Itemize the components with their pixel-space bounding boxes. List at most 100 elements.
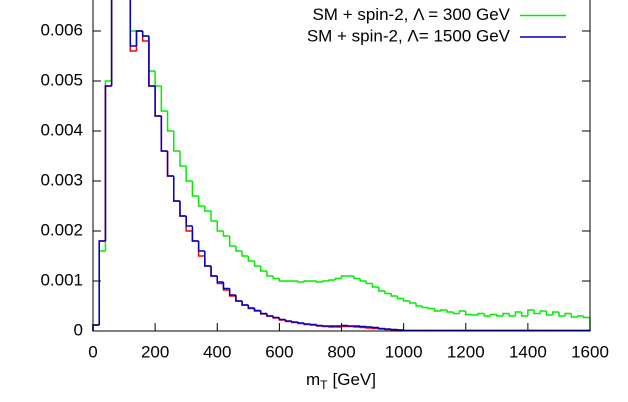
histogram-step xyxy=(179,201,187,217)
histogram-step xyxy=(409,301,417,304)
histogram-step xyxy=(365,326,373,328)
histogram-step xyxy=(477,312,485,315)
histogram-step xyxy=(247,256,255,262)
histogram-step xyxy=(228,236,236,247)
histogram-step xyxy=(564,312,572,316)
histogram-step xyxy=(315,281,323,283)
histogram-step xyxy=(371,326,379,329)
histogram-step xyxy=(185,216,193,227)
legend-label: SM + spin-2, Λ = 300 GeV xyxy=(312,5,510,24)
histogram-step xyxy=(322,280,330,282)
x-axis-label: mT [GeV] xyxy=(306,370,376,392)
histogram-step xyxy=(266,313,274,317)
histogram-step xyxy=(378,327,385,330)
histogram-step xyxy=(297,322,305,324)
histogram-step xyxy=(173,131,180,152)
histogram-step xyxy=(160,116,168,152)
histogram-step xyxy=(110,0,113,86)
histogram-step xyxy=(402,298,410,302)
histogram-step xyxy=(197,241,205,252)
y-tick-label: 0.001 xyxy=(40,270,83,289)
histogram-step xyxy=(514,311,522,316)
histogram-step xyxy=(440,309,448,311)
histogram-step xyxy=(496,314,504,317)
histogram-step xyxy=(222,282,230,290)
histogram-step xyxy=(539,310,547,314)
histogram-step xyxy=(129,0,137,47)
histogram-step xyxy=(396,296,404,300)
histogram-step xyxy=(402,329,410,332)
histogram-step xyxy=(235,295,243,302)
histogram-step xyxy=(533,310,541,315)
histogram-step xyxy=(259,266,267,272)
histogram-step xyxy=(545,311,553,316)
histogram-step xyxy=(216,221,224,232)
histogram-step xyxy=(173,176,180,202)
x-tick-label: 400 xyxy=(203,342,231,361)
histogram-step xyxy=(191,226,199,242)
histogram-step xyxy=(166,151,174,177)
histogram-step xyxy=(266,271,274,277)
x-tick-label: 600 xyxy=(265,342,293,361)
y-tick-label: 0 xyxy=(74,320,83,339)
histogram-step xyxy=(520,312,528,317)
histogram-step xyxy=(527,309,535,316)
histogram-step xyxy=(241,251,249,257)
histogram-step xyxy=(160,86,168,112)
histogram-step xyxy=(272,316,280,319)
histogram-step xyxy=(278,317,286,321)
histogram-step xyxy=(204,251,212,267)
histogram-step xyxy=(303,280,311,282)
histogram-step xyxy=(396,329,404,331)
histogram-step xyxy=(154,86,162,117)
histogram-step xyxy=(390,293,398,297)
histogram-step xyxy=(272,276,280,280)
y-tick-label: 0.005 xyxy=(40,70,83,89)
histogram-step xyxy=(340,324,348,327)
legend-label: SM + spin-2, Λ= 1500 GeV xyxy=(307,26,511,45)
histogram-step xyxy=(253,308,261,312)
legend-label: SM xyxy=(485,0,511,2)
histogram-step xyxy=(328,279,336,281)
histogram-step xyxy=(297,281,305,283)
histogram-step xyxy=(179,151,187,167)
histogram-step xyxy=(465,311,472,316)
histogram-step xyxy=(197,196,205,207)
histogram-step xyxy=(446,310,454,313)
y-tick-label: 0.002 xyxy=(40,220,83,239)
histogram-step xyxy=(359,278,367,282)
histogram-step xyxy=(284,319,292,322)
histogram-step xyxy=(210,266,218,277)
histogram-step xyxy=(141,31,149,37)
histogram-step xyxy=(340,275,348,279)
histogram-step xyxy=(359,325,367,328)
histogram-step xyxy=(340,325,348,328)
histogram-step xyxy=(210,211,218,222)
histogram-step xyxy=(334,277,342,280)
histogram-step xyxy=(303,323,311,325)
histogram-step xyxy=(98,240,106,325)
histogram-step xyxy=(346,325,354,327)
histogram-step xyxy=(558,312,566,317)
x-tick-label: 1600 xyxy=(571,342,609,361)
y-tick-label: 0.004 xyxy=(40,120,83,139)
histogram-step xyxy=(228,288,236,296)
histogram-step xyxy=(483,313,491,317)
histogram-step xyxy=(259,310,267,315)
histogram-step xyxy=(241,301,249,306)
histogram-step xyxy=(371,283,379,288)
histogram-step xyxy=(191,181,199,197)
histogram-step xyxy=(235,246,243,252)
histogram-step xyxy=(322,325,330,327)
histogram-step xyxy=(148,36,156,87)
histogram-step xyxy=(309,323,317,326)
histogram-step xyxy=(185,166,193,182)
histogram-step xyxy=(452,312,460,315)
histogram-step xyxy=(576,315,584,317)
histogram-step xyxy=(390,328,398,331)
histogram-step xyxy=(502,312,510,316)
y-tick-label: 0.003 xyxy=(40,170,83,189)
